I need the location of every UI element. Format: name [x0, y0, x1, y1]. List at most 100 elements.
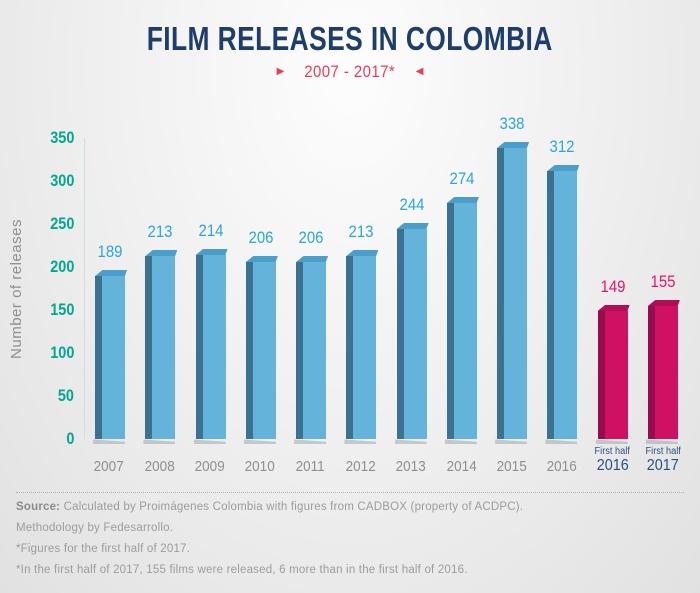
x-label-year: 2016	[596, 456, 629, 474]
bar-front-face	[604, 311, 628, 439]
bar-column-first-half-2017: 155	[638, 138, 688, 444]
source-line: Source: Calculated by Proimágenes Colomb…	[16, 501, 684, 513]
page-title-text: FILM RELEASES IN COLOMBIA	[147, 20, 553, 57]
bar-value-label: 213	[147, 222, 173, 241]
bar-2012: 213	[344, 222, 379, 444]
footnotes: Source: Calculated by Proimágenes Colomb…	[16, 501, 684, 576]
footnote-2: *In the first half of 2017, 155 films we…	[16, 564, 468, 577]
bar-column-2010: 206	[236, 138, 286, 444]
bar-column-2013: 244	[387, 138, 437, 444]
chart-subtitle-text: 2007 - 2017*	[304, 62, 396, 81]
bar-2011: 206	[294, 228, 329, 444]
bar-column-2008: 213	[135, 138, 185, 444]
bar-base-shadow	[444, 439, 477, 444]
x-label-year: 2014	[446, 457, 477, 475]
bar-2016: 312	[545, 137, 580, 444]
y-axis-ticks: 0 50 100 150 200 250 300 350	[34, 128, 74, 448]
y-tick-100: 100	[49, 343, 74, 362]
x-label-year: 2012	[345, 457, 376, 475]
bar-side-face	[195, 255, 203, 439]
bar-column-2011: 206	[286, 138, 336, 444]
footnote-1: *Figures for the first half of 2017.	[16, 543, 191, 556]
bar-2014: 274	[444, 169, 479, 444]
bar-front-face	[303, 262, 327, 439]
x-label-year: 2009	[194, 457, 225, 475]
chart-subtitle: ▶ 2007 - 2017* ◀	[0, 60, 700, 84]
bar-top-face	[296, 256, 329, 262]
bar-front-face	[102, 276, 126, 439]
x-label-first-half-text: First half	[594, 446, 631, 457]
bar-value-label: 274	[449, 169, 475, 188]
bar-base-shadow	[645, 439, 678, 444]
bar-base-shadow	[243, 439, 276, 444]
bar-chart: Number of releases 0 50 100 150 200 250 300 350…	[0, 114, 700, 475]
bar-base-shadow	[344, 439, 377, 444]
x-label-2012: 2012	[336, 447, 386, 474]
bar-column-2016: 312	[537, 137, 587, 444]
chart-header: FILM RELEASES IN COLOMBIA ▶ 2007 - 2017*…	[0, 0, 700, 84]
bar-value-label: 206	[298, 228, 324, 247]
x-label-first-half-2017: First half 2017	[638, 446, 688, 474]
x-label-year: 2010	[245, 457, 276, 475]
bar-side-face	[547, 171, 555, 439]
y-axis: Number of releases 0 50 100 150 200 250 300 350	[0, 128, 84, 448]
bar-side-face	[346, 256, 354, 439]
x-axis-labels: 2007 2008 2009 2010 2011 2012 2013 2014 2015 2016…	[84, 446, 688, 475]
x-label-first-half-2016: First half 2016	[587, 446, 637, 474]
y-tick-300: 300	[49, 171, 74, 190]
y-tick-250: 250	[49, 214, 74, 233]
x-label-year: 2015	[496, 457, 527, 475]
y-tick-200: 200	[49, 257, 74, 276]
bar-side-face	[396, 229, 404, 439]
bar-front-face	[252, 262, 276, 439]
bar-base-shadow	[193, 439, 226, 444]
bar-value-label: 213	[348, 222, 374, 241]
bar-base-shadow	[545, 439, 578, 444]
bar-base-shadow	[93, 439, 126, 444]
methodology-line: Methodology by Fedesarrollo.	[16, 522, 174, 535]
bar-top-face	[195, 249, 228, 255]
x-label-2013: 2013	[386, 447, 436, 474]
bar-value-label: 312	[549, 137, 575, 156]
bar-first-half-2017: 155	[645, 272, 680, 444]
bar-value-label: 338	[499, 114, 525, 133]
bar-front-face	[554, 171, 578, 439]
bar-base-shadow	[294, 439, 327, 444]
bar-column-2015: 338	[487, 114, 537, 444]
bar-side-face	[597, 311, 605, 439]
y-axis-title: Number of releases	[8, 218, 25, 359]
bar-side-face	[497, 148, 505, 439]
separator-line	[16, 492, 684, 494]
bar-2015: 338	[495, 114, 530, 444]
bar-front-face	[152, 256, 176, 439]
x-label-year: 2008	[144, 457, 175, 475]
x-label-2010: 2010	[235, 447, 285, 474]
bar-top-face	[647, 300, 680, 306]
bar-column-2014: 274	[437, 138, 487, 444]
bar-side-face	[647, 306, 655, 439]
bar-base-shadow	[495, 439, 528, 444]
bar-front-face	[353, 256, 377, 439]
bar-base-shadow	[595, 439, 628, 444]
bar-side-face	[296, 262, 304, 439]
source-text: Calculated by Proimágenes Colombia with …	[63, 501, 524, 514]
bar-side-face	[245, 262, 253, 439]
bar-2008: 213	[143, 222, 178, 444]
bar-base-shadow	[143, 439, 176, 444]
right-pointing-triangle-icon: ▶	[276, 66, 285, 77]
bar-2013: 244	[394, 195, 429, 444]
bar-side-face	[446, 203, 454, 439]
bar-top-face	[497, 142, 530, 148]
bar-value-label: 155	[650, 272, 676, 291]
x-label-2011: 2011	[285, 447, 335, 474]
bar-top-face	[396, 223, 429, 229]
x-label-2007: 2007	[84, 447, 134, 474]
x-label-2009: 2009	[185, 447, 235, 474]
bar-value-label: 214	[198, 221, 224, 240]
bar-top-face	[446, 197, 479, 203]
x-label-year: 2013	[396, 457, 427, 475]
bar-2010: 206	[243, 228, 278, 444]
plot-area: 189 213 214 206 206 213 244 274 338 312 149 155	[84, 114, 688, 444]
x-label-2008: 2008	[134, 447, 184, 474]
bar-column-2007: 189	[85, 138, 135, 444]
